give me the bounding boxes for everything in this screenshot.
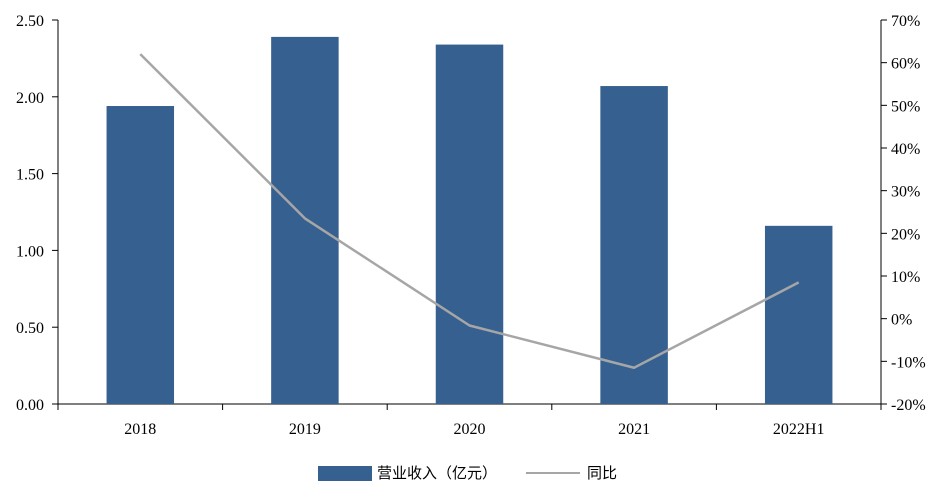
right-tick-label: 40% — [891, 141, 920, 158]
bar — [764, 225, 833, 404]
right-tick-label: -20% — [891, 397, 926, 414]
right-tick-label: -10% — [891, 354, 926, 371]
left-tick-label: 2.00 — [16, 90, 44, 107]
right-tick-label: 0% — [891, 312, 912, 329]
bar — [106, 106, 175, 405]
right-tick-label: 60% — [891, 56, 920, 73]
left-tick-label: 0.00 — [16, 397, 44, 414]
left-tick-label: 1.50 — [16, 167, 44, 184]
left-tick-label: 1.00 — [16, 243, 44, 260]
bar — [600, 86, 668, 404]
left-tick-label: 0.50 — [16, 320, 44, 337]
bar — [271, 36, 339, 405]
legend-label-line: 同比 — [587, 464, 617, 481]
right-tick-label: 70% — [891, 13, 920, 30]
line-series — [139, 53, 800, 369]
right-y-axis: -20% -10% 0% 10% 20% 30% 40% 50% 60% 70% — [880, 13, 926, 414]
bar — [435, 44, 504, 405]
legend-label-bar: 营业收入（亿元） — [377, 464, 497, 481]
x-tick-label: 2022H1 — [773, 421, 825, 438]
x-tick-label: 2020 — [454, 421, 486, 438]
right-tick-label: 10% — [891, 269, 920, 286]
bar-series — [106, 36, 833, 405]
legend: 营业收入（亿元） 同比 — [318, 464, 617, 481]
x-axis: 2018 2019 2020 2021 2022H1 — [57, 403, 882, 438]
right-tick-label: 30% — [891, 184, 920, 201]
legend-swatch-bar — [318, 466, 372, 481]
x-tick-label: 2019 — [289, 421, 321, 438]
right-tick-label: 50% — [891, 98, 920, 115]
right-tick-label: 20% — [891, 226, 920, 243]
left-tick-label: 2.50 — [16, 13, 44, 30]
x-tick-label: 2018 — [124, 421, 156, 438]
x-tick-label: 2021 — [618, 421, 650, 438]
left-y-axis: 0.00 0.50 1.00 1.50 2.00 2.50 — [16, 13, 59, 414]
